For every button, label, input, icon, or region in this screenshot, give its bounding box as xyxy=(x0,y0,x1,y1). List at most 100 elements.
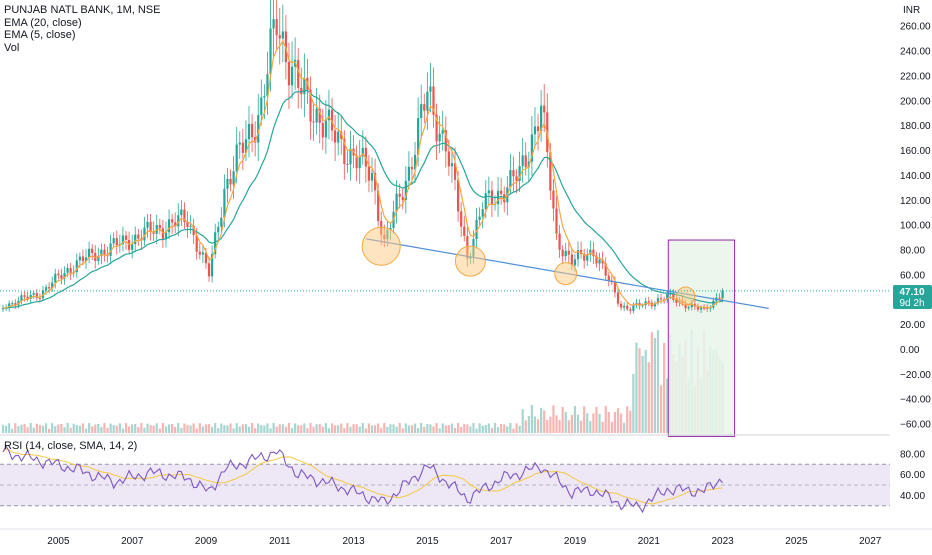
vol-legend[interactable]: Vol xyxy=(4,41,20,54)
volume-bar xyxy=(244,424,248,433)
volume-bar xyxy=(158,428,161,433)
candle-body xyxy=(134,234,137,245)
candle-body xyxy=(60,275,63,279)
volume-bar xyxy=(616,408,620,433)
projection-box[interactable] xyxy=(667,239,736,437)
volume-bar xyxy=(576,414,580,433)
price-tick-label: 160.00 xyxy=(900,146,931,157)
currency-label: INR xyxy=(903,5,920,16)
candle-body xyxy=(174,222,177,227)
volume-bar xyxy=(217,428,220,433)
candle-body xyxy=(63,272,66,279)
volume-bar xyxy=(373,425,377,433)
volume-bar xyxy=(429,424,432,433)
candle-body xyxy=(598,259,601,264)
candle-body xyxy=(275,19,278,36)
volume-bar xyxy=(272,423,275,433)
volume-bar xyxy=(81,423,85,433)
candle-body xyxy=(269,28,272,75)
volume-bar xyxy=(131,424,134,433)
candle-body xyxy=(404,180,407,200)
rsi-axis[interactable]: 80.00 60.00 40.00 xyxy=(900,449,925,502)
price-axis[interactable]: 260.00 240.00 220.00 200.00 180.00 160.00 140.… xyxy=(900,22,931,431)
ema20-line xyxy=(3,89,723,309)
volume-bar xyxy=(69,427,72,433)
volume-bar xyxy=(137,427,140,433)
volume-bar xyxy=(177,423,180,433)
volume-bar xyxy=(247,426,251,433)
candle-body xyxy=(235,144,238,172)
candle-body xyxy=(229,178,232,185)
candle-body xyxy=(303,77,306,95)
volume-bar xyxy=(552,405,555,433)
volume-bar xyxy=(106,427,109,433)
rsi-legend[interactable]: RSI (14, close, SMA, 14, 2) xyxy=(4,440,138,452)
volume-bar xyxy=(297,425,300,433)
volume-bar xyxy=(524,420,527,433)
candle-body xyxy=(561,249,564,257)
volume-bar xyxy=(666,378,669,433)
volume-bar xyxy=(447,425,450,433)
volume-bar xyxy=(294,423,297,433)
time-tick-label: 2019 xyxy=(564,536,587,547)
ema5-legend[interactable]: EMA (5, close) xyxy=(4,29,76,41)
volume-bar xyxy=(201,426,204,433)
candle-body xyxy=(549,152,552,191)
candle-body xyxy=(57,273,60,276)
candle-body xyxy=(398,193,401,197)
candle-body xyxy=(503,194,506,203)
volume-bar xyxy=(432,426,435,433)
candle-body xyxy=(595,256,598,264)
candle-body xyxy=(337,131,340,143)
ema20-legend[interactable]: EMA (20, close) xyxy=(4,16,82,29)
volume-bar xyxy=(343,428,346,433)
candle-body xyxy=(450,163,454,167)
candle-body xyxy=(475,219,478,240)
candle-body xyxy=(426,91,429,111)
volume-bar xyxy=(91,426,94,433)
candle-body xyxy=(583,253,586,261)
volume-bar xyxy=(377,423,380,433)
candle-body xyxy=(84,257,88,262)
volume-bar xyxy=(88,423,91,433)
candle-body xyxy=(69,268,72,273)
time-tick-label: 2011 xyxy=(269,536,291,547)
candle-body xyxy=(287,62,291,86)
price-tick-label: 220.00 xyxy=(900,71,931,82)
candle-body xyxy=(435,114,438,142)
volume-bar xyxy=(334,425,337,433)
volume-bar xyxy=(364,428,367,433)
volume-bar xyxy=(420,423,423,433)
volume-bar xyxy=(290,428,294,433)
volume-bar xyxy=(367,423,371,433)
candle-body xyxy=(460,211,463,227)
candle-body xyxy=(121,235,125,245)
volume-bar xyxy=(472,423,475,433)
volume-bar xyxy=(204,424,208,433)
volume-bar xyxy=(555,415,558,433)
volume-bar xyxy=(300,425,303,433)
countdown: 9d 2h xyxy=(899,298,924,309)
volume-bar xyxy=(540,407,543,433)
volume-bar xyxy=(656,330,660,433)
volume-bar xyxy=(269,428,272,433)
symbol-title[interactable]: PUNJAB NATL BANK, 1M, NSE xyxy=(4,4,161,16)
volume-bar xyxy=(146,423,149,433)
candle-body xyxy=(453,163,457,180)
volume-bar xyxy=(17,426,20,433)
volume-bar xyxy=(407,425,410,433)
volume-bar xyxy=(284,426,287,433)
candle-body xyxy=(124,235,128,240)
volume-bar xyxy=(635,342,638,433)
volume-bar xyxy=(330,423,334,433)
time-axis[interactable]: 2005 2007 2009 2011 2013 2015 2017 2019 2021 2023… xyxy=(47,536,881,547)
volume-bar xyxy=(558,419,561,433)
candle-body xyxy=(373,173,377,191)
candle-body xyxy=(420,104,423,119)
candle-body xyxy=(211,254,214,277)
volume-bar xyxy=(63,427,66,433)
candle-body xyxy=(297,59,300,88)
candle-body xyxy=(281,31,284,39)
candle-body xyxy=(447,151,450,167)
